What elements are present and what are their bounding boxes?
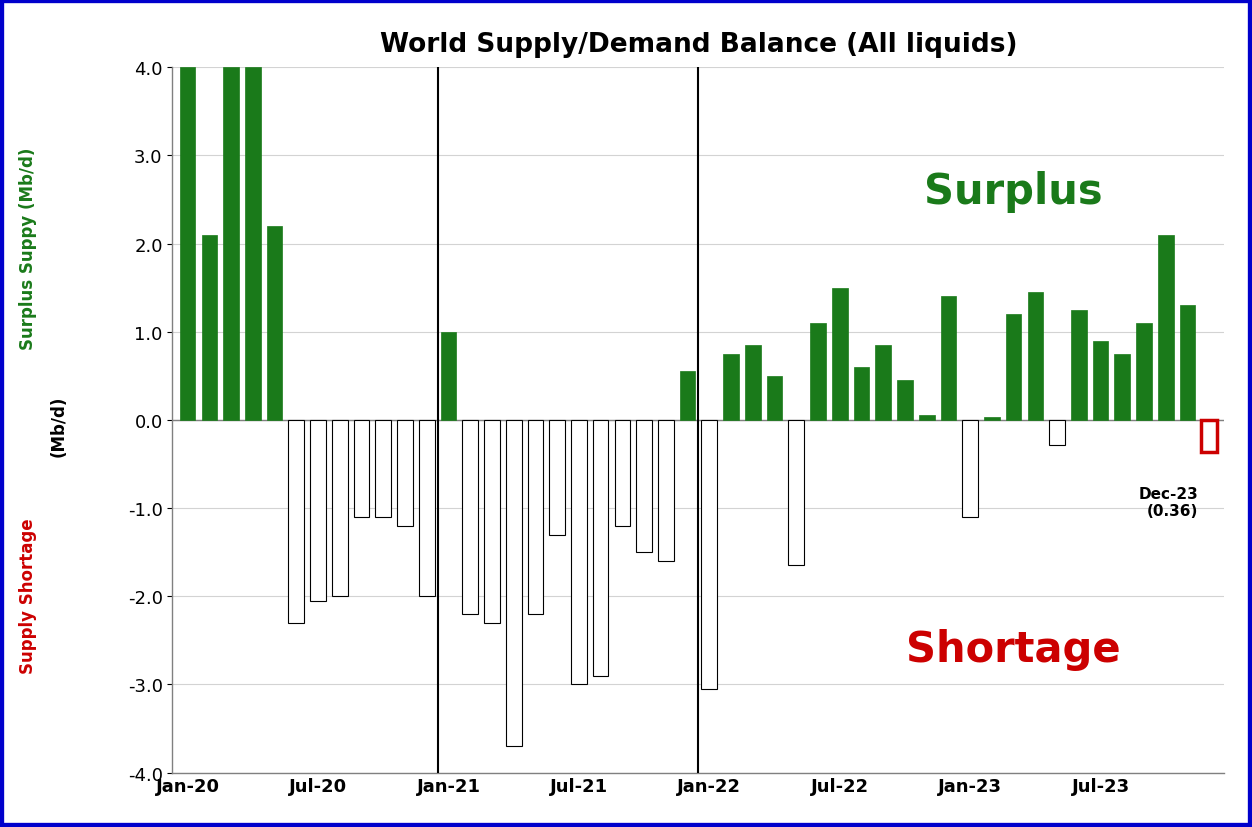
Text: Shortage: Shortage bbox=[906, 629, 1121, 671]
Bar bbox=[267, 227, 283, 420]
Text: Surplus Suppy (Mb/d): Surplus Suppy (Mb/d) bbox=[19, 147, 36, 349]
Bar bbox=[1158, 236, 1173, 420]
Text: Supply Shortage: Supply Shortage bbox=[19, 518, 36, 673]
Text: Dec-23
(0.36): Dec-23 (0.36) bbox=[1138, 486, 1198, 519]
Bar bbox=[332, 420, 348, 596]
Bar bbox=[1005, 315, 1022, 420]
Bar bbox=[1070, 310, 1087, 420]
Bar bbox=[636, 420, 652, 552]
Bar bbox=[419, 420, 434, 596]
Bar bbox=[1179, 306, 1196, 420]
Bar bbox=[766, 376, 782, 420]
Text: Surplus: Surplus bbox=[924, 170, 1103, 213]
Bar bbox=[310, 420, 326, 601]
Bar bbox=[1093, 342, 1108, 420]
Bar bbox=[1114, 354, 1131, 420]
Bar bbox=[1202, 420, 1217, 452]
Bar bbox=[485, 420, 500, 623]
Bar bbox=[592, 420, 608, 676]
Bar bbox=[506, 420, 522, 746]
Bar bbox=[180, 68, 195, 420]
Bar bbox=[831, 289, 848, 420]
Bar bbox=[223, 68, 239, 420]
Bar bbox=[571, 420, 587, 685]
Bar bbox=[810, 323, 826, 420]
Bar bbox=[354, 420, 369, 517]
Bar bbox=[202, 236, 217, 420]
Bar bbox=[940, 297, 957, 420]
Bar bbox=[1049, 420, 1065, 445]
Bar bbox=[789, 420, 804, 566]
Bar bbox=[288, 420, 304, 623]
Title: World Supply/Demand Balance (All liquids): World Supply/Demand Balance (All liquids… bbox=[379, 31, 1017, 58]
Bar bbox=[659, 420, 674, 562]
Bar bbox=[615, 420, 630, 526]
Bar bbox=[527, 420, 543, 614]
Bar bbox=[701, 420, 717, 689]
Bar bbox=[441, 332, 456, 420]
Bar bbox=[875, 346, 891, 420]
Bar bbox=[462, 420, 478, 614]
Bar bbox=[1137, 323, 1152, 420]
Bar bbox=[550, 420, 565, 535]
Bar bbox=[1028, 293, 1043, 420]
Bar bbox=[680, 372, 695, 420]
Bar bbox=[724, 354, 739, 420]
Bar bbox=[963, 420, 978, 517]
Bar bbox=[245, 68, 260, 420]
Bar bbox=[397, 420, 413, 526]
Bar bbox=[919, 416, 934, 420]
Bar bbox=[745, 346, 761, 420]
Bar bbox=[898, 380, 913, 420]
Bar bbox=[854, 367, 869, 420]
Bar bbox=[376, 420, 391, 517]
Text: (Mb/d): (Mb/d) bbox=[50, 395, 68, 457]
Bar bbox=[984, 418, 999, 420]
